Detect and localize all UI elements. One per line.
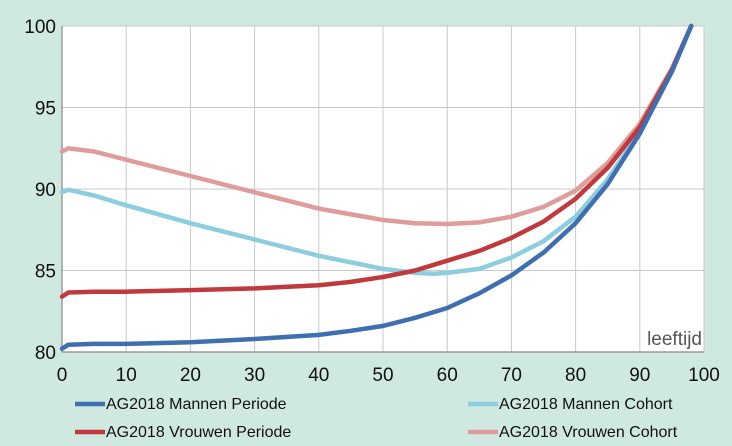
series-line-ag2018-vrouwen-periode (59, 23, 694, 299)
x-tick-label-20: 20 (180, 365, 201, 386)
x-tick-label-70: 70 (501, 365, 522, 386)
series-line-ag2018-vrouwen-cohort (59, 23, 694, 227)
x-tick-label-40: 40 (308, 365, 329, 386)
legend: AG2018 Mannen Periode AG2018 Mannen Cohor… (75, 396, 678, 441)
x-tick-label-30: 30 (244, 365, 265, 386)
x-tick-label-0: 0 (57, 365, 68, 386)
x-tick-label-100: 100 (688, 365, 720, 386)
x-tick-label-80: 80 (565, 365, 586, 386)
legend-label-ag2018-mannen-periode: AG2018 Mannen Periode (106, 396, 287, 413)
series-lines (59, 23, 694, 351)
y-tick-label-85: 85 (35, 262, 56, 283)
y-tick-label-100: 100 (24, 17, 56, 38)
legend-label-ag2018-mannen-cohort: AG2018 Mannen Cohort (499, 396, 673, 413)
annotation-leeftijd: leeftijd (647, 329, 702, 350)
series-line-ag2018-mannen-periode (59, 23, 694, 351)
y-tick-label-95: 95 (35, 99, 56, 120)
x-tick-label-10: 10 (116, 365, 137, 386)
legend-label-ag2018-vrouwen-periode: AG2018 Vrouwen Periode (106, 424, 291, 441)
x-tick-label-60: 60 (437, 365, 458, 386)
tick-labels: 80 85 90 95 100 0 10 20 30 40 50 60 70 80 90 100 (24, 17, 720, 386)
y-tick-label-90: 90 (35, 180, 56, 201)
y-tick-label-80: 80 (35, 343, 56, 364)
legend-label-ag2018-vrouwen-cohort: AG2018 Vrouwen Cohort (499, 424, 678, 441)
x-tick-label-50: 50 (372, 365, 393, 386)
x-tick-label-90: 90 (629, 365, 650, 386)
series-line-ag2018-mannen-cohort (59, 23, 694, 277)
